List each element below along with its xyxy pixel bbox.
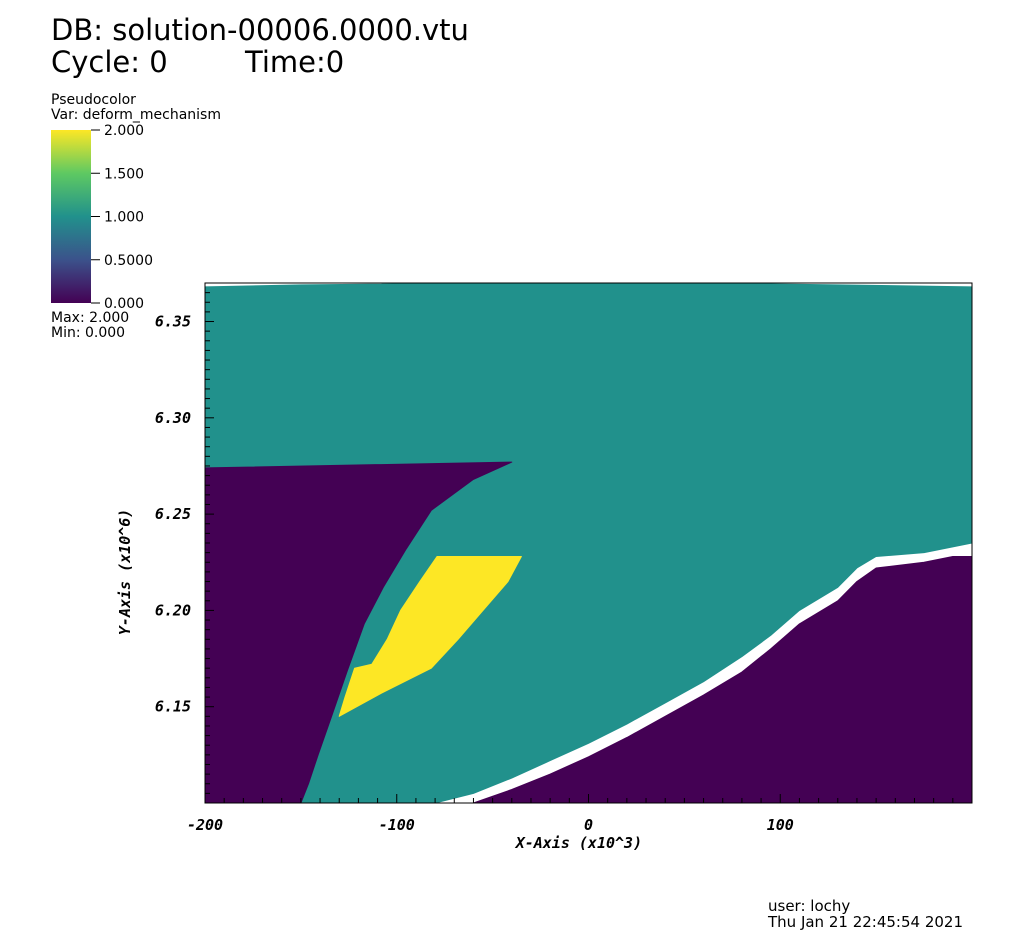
axes: -200 -100 0 100 6.15 6.20 6.25 6.30 6.35 X-Axis (…	[116, 282, 973, 852]
legend-tick-label: 0.5000	[104, 253, 153, 269]
legend-gradient	[51, 130, 91, 303]
y-tick-label: 6.30	[155, 409, 191, 427]
legend-tick-label: 0.000	[104, 296, 144, 312]
y-tick-label: 6.25	[155, 505, 191, 523]
x-tick-label: 100	[767, 816, 794, 834]
region-mechanism-2	[338, 556, 522, 717]
region-mechanism-0-upper-left	[204, 461, 513, 804]
legend-tick-label: 1.500	[104, 166, 144, 182]
legend-min: Min: 0.000	[51, 325, 126, 341]
x-axis-title: X-Axis (x10^3)	[514, 834, 642, 852]
y-tick-label: 6.35	[155, 313, 191, 331]
legend-tick-label: 1.000	[104, 210, 144, 226]
time-label: Time:0	[245, 45, 345, 79]
x-tick-label: -200	[187, 816, 223, 834]
y-tick-label: 6.15	[155, 698, 191, 716]
timestamp-label: Thu Jan 21 22:45:54 2021	[768, 913, 963, 931]
cycle-label: Cycle: 0	[51, 45, 168, 79]
y-tick-label: 6.20	[155, 601, 191, 619]
legend-tick-label: 2.000	[104, 123, 144, 139]
x-tick-label: -100	[379, 816, 415, 834]
user-label: user: lochy	[768, 897, 851, 915]
legend-plot-type: Pseudocolor	[51, 92, 136, 108]
plot-area	[204, 282, 973, 804]
y-axis-title: Y-Axis (x10^6)	[116, 509, 134, 635]
database-title: DB: solution-00006.0000.vtu	[51, 13, 469, 47]
legend-max: Max: 2.000	[51, 310, 130, 326]
region-mechanism-0-lower-right	[472, 556, 973, 804]
legend-colorbar: 2.000 1.500 1.000 0.5000 0.000	[51, 123, 153, 312]
x-tick-label: 0	[584, 816, 593, 834]
legend-variable: Var: deform_mechanism	[51, 107, 221, 123]
